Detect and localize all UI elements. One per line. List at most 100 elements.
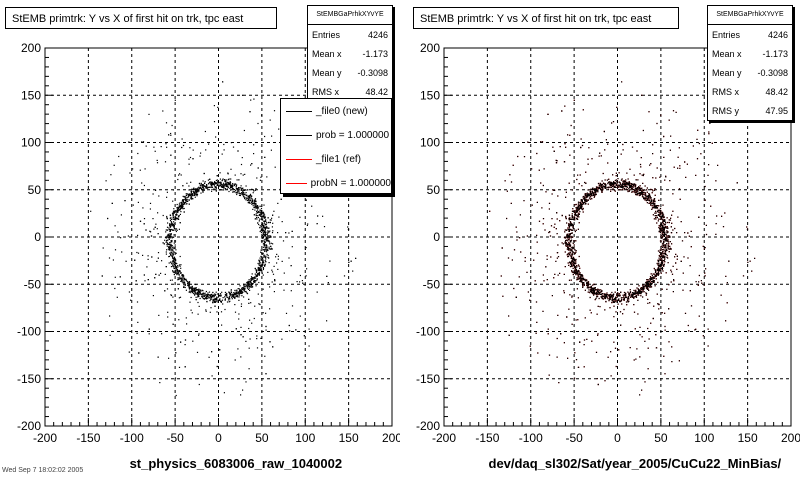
data-point bbox=[246, 293, 249, 295]
data-point bbox=[201, 289, 203, 291]
data-point bbox=[248, 283, 251, 285]
data-point bbox=[190, 191, 192, 193]
data-point bbox=[260, 264, 262, 266]
data-point bbox=[316, 223, 318, 225]
data-point bbox=[166, 218, 168, 220]
data-point bbox=[262, 237, 265, 239]
data-point bbox=[252, 277, 254, 279]
data-point bbox=[235, 296, 237, 298]
y-tick-label: -50 bbox=[24, 277, 42, 291]
data-point bbox=[259, 257, 261, 259]
data-point bbox=[304, 284, 306, 286]
data-point bbox=[197, 187, 199, 189]
data-point bbox=[229, 187, 231, 189]
data-point bbox=[178, 278, 181, 280]
data-point bbox=[206, 295, 208, 297]
data-point bbox=[228, 291, 230, 293]
data-point bbox=[185, 200, 187, 202]
data-point bbox=[251, 277, 253, 279]
data-point bbox=[107, 217, 109, 220]
data-point bbox=[271, 226, 273, 228]
data-point bbox=[263, 233, 265, 236]
data-point bbox=[196, 351, 199, 353]
data-point bbox=[255, 203, 257, 205]
data-point bbox=[265, 246, 267, 248]
y-tick-label: 0 bbox=[34, 230, 41, 244]
data-point bbox=[138, 352, 140, 354]
data-point bbox=[170, 248, 172, 250]
data-point bbox=[204, 130, 206, 133]
data-point bbox=[232, 188, 234, 190]
data-point bbox=[196, 191, 198, 193]
data-point bbox=[253, 281, 255, 283]
data-point bbox=[181, 278, 183, 280]
data-point bbox=[190, 287, 192, 290]
data-point bbox=[256, 279, 258, 281]
data-point bbox=[171, 223, 173, 225]
data-point bbox=[176, 209, 178, 211]
data-point bbox=[269, 248, 271, 250]
data-point bbox=[205, 290, 207, 293]
data-point bbox=[258, 274, 260, 276]
data-point bbox=[199, 290, 201, 292]
data-point bbox=[251, 283, 253, 285]
data-point bbox=[173, 259, 175, 261]
data-point bbox=[262, 249, 264, 251]
data-point bbox=[266, 227, 268, 229]
data-point bbox=[238, 179, 240, 181]
data-point bbox=[240, 292, 242, 294]
data-point bbox=[202, 297, 204, 299]
data-point bbox=[209, 181, 211, 183]
x-tick-label: 50 bbox=[255, 431, 269, 445]
data-point bbox=[299, 315, 301, 317]
data-point bbox=[204, 295, 206, 297]
data-point bbox=[172, 257, 174, 259]
data-point bbox=[235, 293, 237, 295]
data-point bbox=[180, 204, 182, 207]
data-point bbox=[172, 254, 174, 256]
data-point bbox=[180, 207, 182, 209]
data-point bbox=[178, 366, 181, 368]
data-point bbox=[181, 207, 183, 209]
data-point bbox=[226, 296, 228, 298]
data-point bbox=[217, 293, 219, 295]
data-point bbox=[124, 200, 126, 202]
data-point bbox=[212, 300, 214, 302]
data-point bbox=[255, 269, 257, 271]
data-point bbox=[311, 205, 313, 207]
data-point bbox=[195, 194, 197, 196]
data-point bbox=[274, 280, 276, 282]
data-point bbox=[611, 185, 614, 187]
data-point bbox=[241, 188, 243, 190]
data-point bbox=[251, 273, 253, 275]
data-point bbox=[175, 216, 177, 218]
data-point bbox=[202, 295, 204, 297]
data-point bbox=[196, 291, 198, 294]
data-point bbox=[203, 185, 205, 188]
data-point bbox=[177, 210, 180, 212]
data-point bbox=[262, 288, 264, 290]
data-point bbox=[143, 184, 145, 187]
data-point bbox=[251, 278, 253, 280]
data-point bbox=[206, 294, 208, 296]
data-point bbox=[244, 197, 246, 199]
data-point bbox=[209, 294, 211, 297]
data-point bbox=[230, 294, 232, 296]
data-point bbox=[156, 228, 158, 230]
data-point bbox=[289, 330, 291, 332]
data-point bbox=[167, 239, 169, 241]
data-point bbox=[220, 189, 222, 191]
data-point bbox=[268, 262, 270, 264]
data-point bbox=[177, 277, 179, 279]
data-point bbox=[199, 155, 201, 157]
data-point bbox=[545, 191, 547, 193]
data-point bbox=[233, 189, 236, 191]
data-point bbox=[149, 230, 151, 232]
data-point bbox=[658, 273, 660, 275]
data-point bbox=[242, 389, 244, 391]
data-point bbox=[250, 276, 253, 278]
legend-label: _file1 (ref) bbox=[316, 153, 362, 165]
data-point bbox=[285, 312, 288, 314]
data-point bbox=[229, 183, 231, 185]
data-point bbox=[252, 192, 254, 194]
